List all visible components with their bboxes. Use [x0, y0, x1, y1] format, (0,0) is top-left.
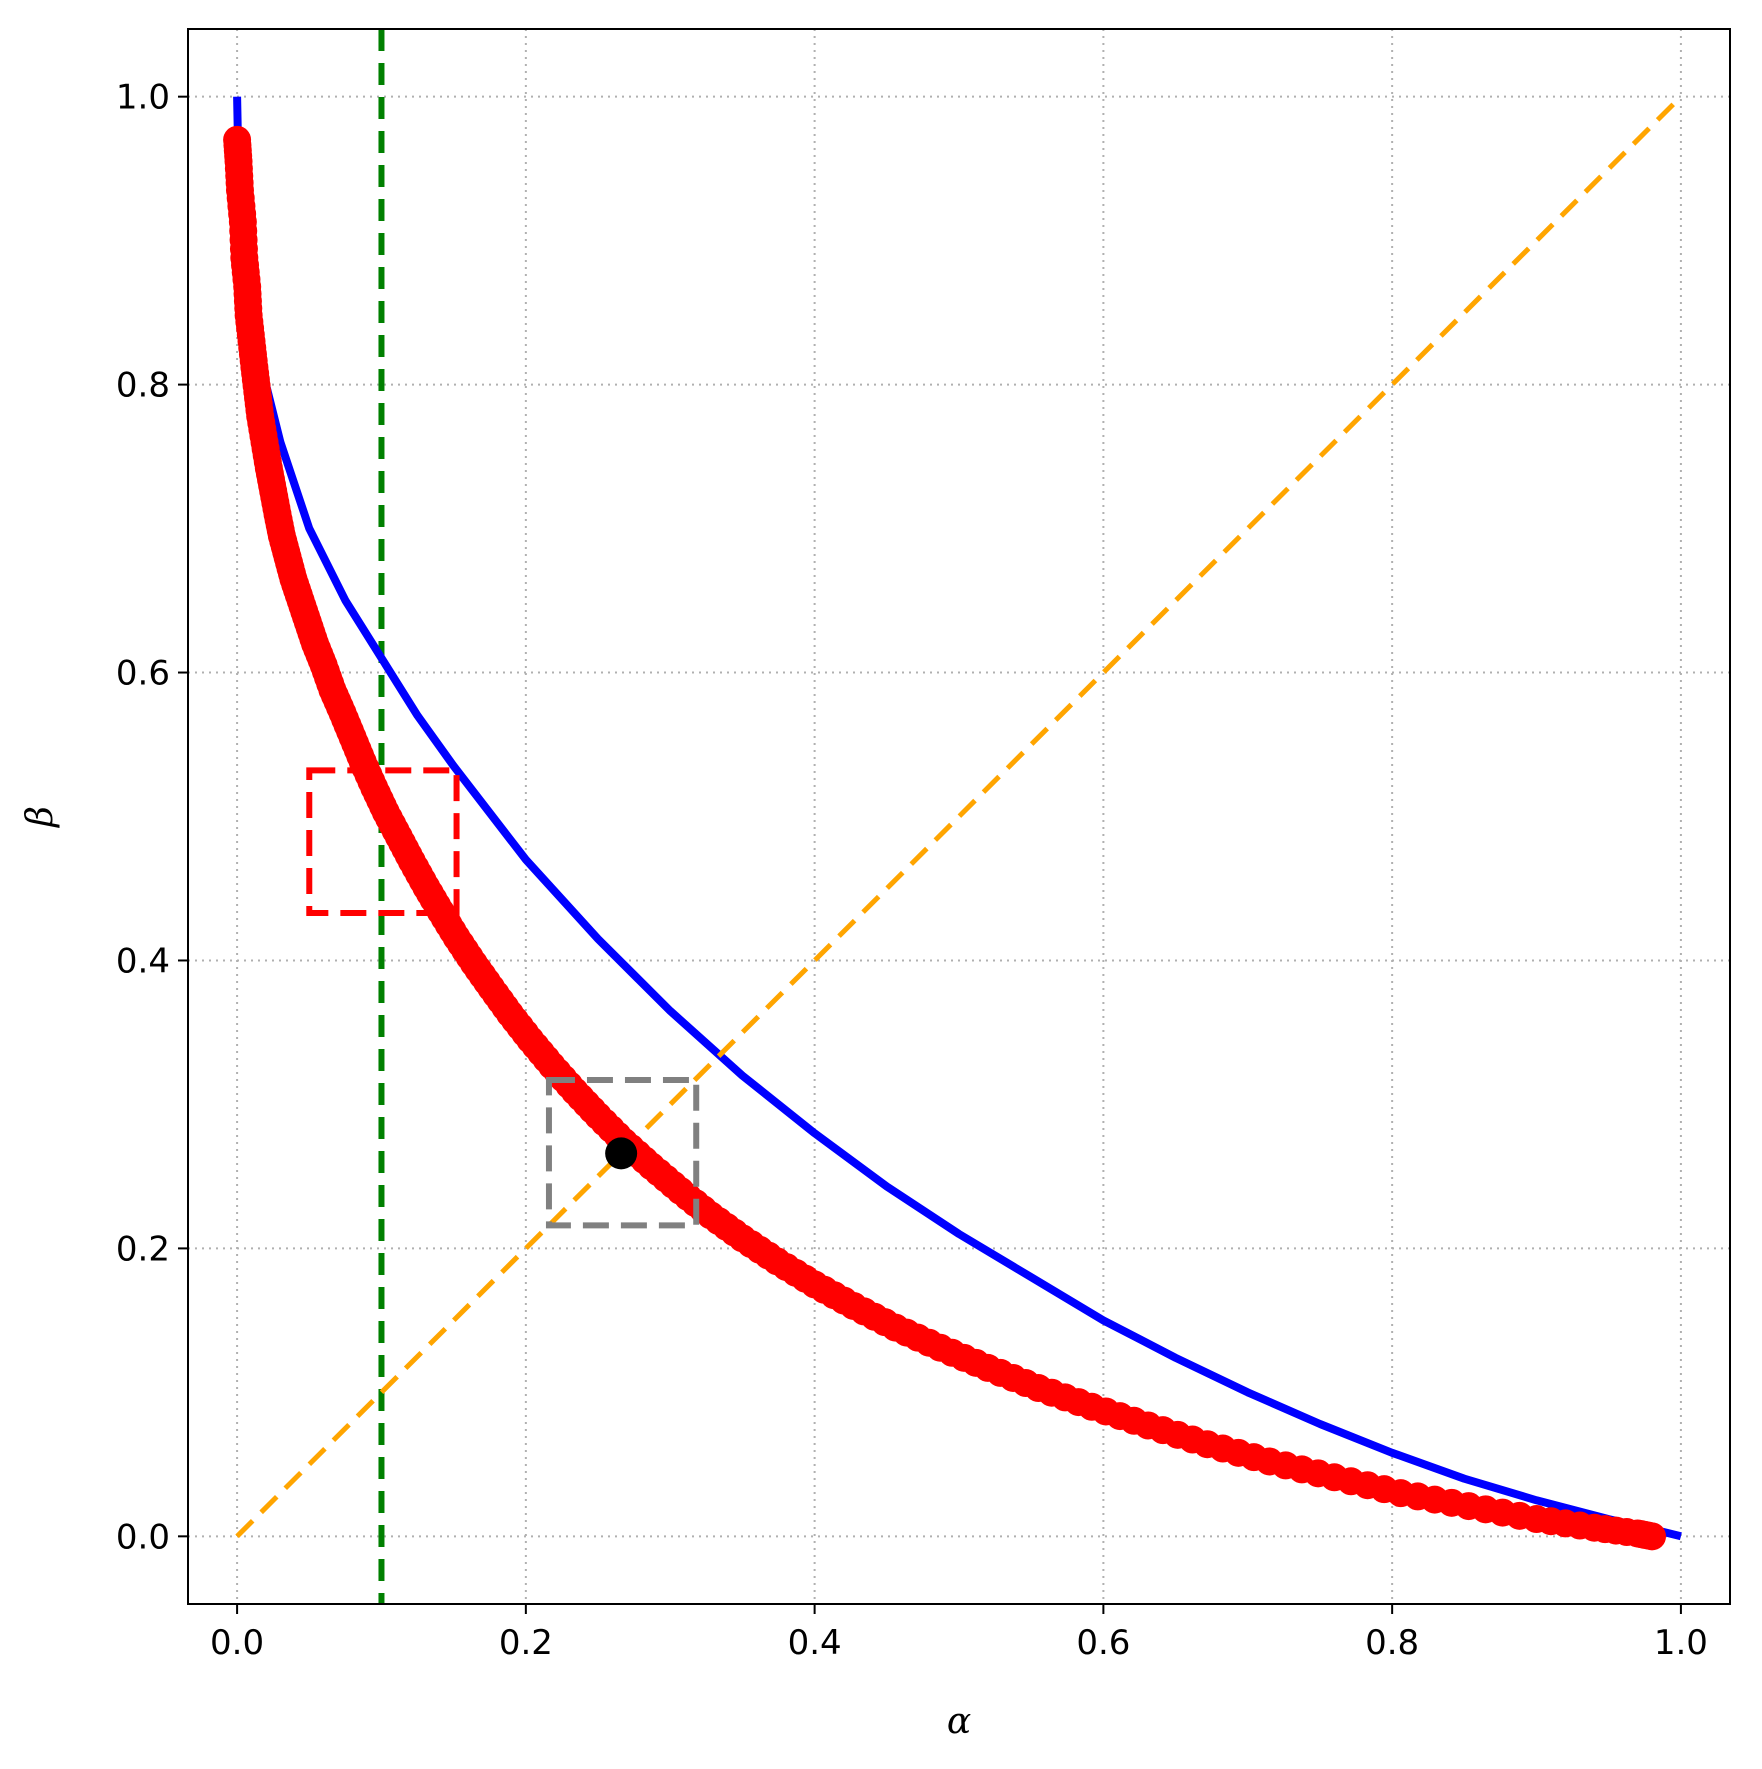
y-tick-label: 0.4 [116, 941, 170, 981]
y-tick-label: 1.0 [116, 78, 170, 118]
highlight-box [306, 767, 460, 916]
y-tick-label: 0.0 [116, 1517, 170, 1557]
grid-layer [188, 29, 1730, 1604]
scatter-point [1638, 1522, 1667, 1551]
y-tick-label: 0.2 [116, 1229, 170, 1269]
tick-layer: 0.0 0.2 0.4 0.6 0.8 1.0 0.0 0.2 0.4 0.6 0.8 1.0 [116, 78, 1708, 1663]
y-tick-label: 0.8 [116, 366, 170, 406]
x-tick-label: 0.2 [499, 1623, 553, 1663]
x-axis-label: α [947, 1701, 971, 1742]
intersection-point [605, 1137, 638, 1170]
x-tick-label: 0.6 [1076, 1623, 1130, 1663]
x-tick-label: 0.4 [788, 1623, 842, 1663]
x-tick-label: 0.8 [1365, 1623, 1419, 1663]
y-axis-label: β [20, 806, 61, 829]
y-tick-label: 0.6 [116, 654, 170, 694]
highlight-box [545, 1076, 700, 1229]
plot-area [223, 29, 1683, 1604]
blue-curve-line [233, 96, 1682, 1541]
plot-frame [187, 28, 1731, 1605]
x-tick-label: 0.0 [210, 1623, 264, 1663]
data-layer [223, 29, 1683, 1604]
x-tick-label: 1.0 [1654, 1623, 1708, 1663]
